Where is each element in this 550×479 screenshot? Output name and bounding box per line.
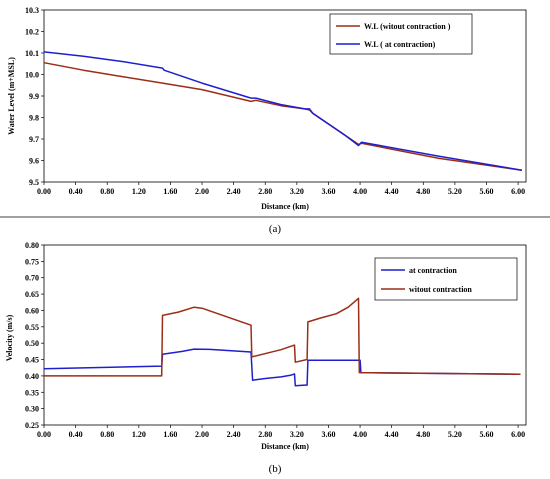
x-tick-label: 0.40 xyxy=(69,430,83,439)
legend-label-a-0: W.L (witout contraction ) xyxy=(364,22,451,31)
x-tick-label: 5.60 xyxy=(479,187,493,196)
series-line-b-0 xyxy=(43,348,521,387)
legend-b: at contraction witout contraction xyxy=(374,257,518,301)
x-tick-label: 0.00 xyxy=(37,187,51,196)
y-tick-label: 0.60 xyxy=(25,306,39,315)
y-tick-label: 9.9 xyxy=(29,92,39,101)
x-tick-label: 5.20 xyxy=(448,187,462,196)
caption-a: (a) xyxy=(269,223,282,235)
y-tick-label: 9.5 xyxy=(29,178,39,187)
y-tick-label: 0.35 xyxy=(25,388,39,397)
y-tick-label: 0.50 xyxy=(25,339,39,348)
x-tick-label: 2.40 xyxy=(227,187,241,196)
y-tick-label: 9.6 xyxy=(29,157,39,166)
x-tick-label: 4.40 xyxy=(385,430,399,439)
x-tick-label: 5.20 xyxy=(448,430,462,439)
y-tick-label: 0.40 xyxy=(25,372,39,381)
y-axis-label-a: Water Level (m+MSL) xyxy=(7,57,16,135)
x-tick-label: 1.60 xyxy=(163,430,177,439)
x-tick-label: 4.80 xyxy=(416,430,430,439)
x-tick-label: 6.00 xyxy=(511,187,525,196)
x-tick-label: 4.40 xyxy=(385,187,399,196)
x-tick-label: 0.00 xyxy=(37,430,51,439)
legend-label-b-1: witout contraction xyxy=(409,285,472,294)
y-axis-label-b: Velocity (m/s) xyxy=(5,314,14,361)
x-tick-label: 1.20 xyxy=(132,430,146,439)
y-tick-label: 0.65 xyxy=(25,290,39,299)
legend-label-a-1: W.L ( at contraction) xyxy=(364,40,436,49)
y-tick-label: 10.1 xyxy=(25,49,39,58)
x-tick-label: 1.20 xyxy=(132,187,146,196)
x-tick-label: 6.00 xyxy=(511,430,525,439)
x-tick-label: 0.80 xyxy=(100,187,114,196)
y-tick-label: 9.7 xyxy=(29,135,39,144)
y-tick-label: 10.2 xyxy=(25,28,39,37)
x-tick-label: 3.20 xyxy=(290,430,304,439)
x-tick-label: 0.40 xyxy=(69,187,83,196)
y-tick-label: 10.0 xyxy=(25,71,39,80)
y-tick-label: 0.70 xyxy=(25,274,39,283)
x-tick-label: 3.60 xyxy=(321,430,335,439)
y-tick-label: 0.30 xyxy=(25,405,39,414)
y-tick-label: 0.25 xyxy=(25,421,39,430)
legend-label-b-0: at contraction xyxy=(409,266,457,275)
x-tick-label: 5.60 xyxy=(479,430,493,439)
x-tick-label: 3.20 xyxy=(290,187,304,196)
x-tick-label: 3.60 xyxy=(321,187,335,196)
velocity-chart: 0.25 0.30 0.35 0.40 0.45 0.50 0.55 0.60 0.65 0.70… xyxy=(5,241,527,451)
x-axis-label-a: Distance (km) xyxy=(261,202,309,211)
y-tick-label: 0.55 xyxy=(25,323,39,332)
x-tick-label: 0.80 xyxy=(100,430,114,439)
y-tick-label: 0.80 xyxy=(25,241,39,250)
x-tick-label: 4.00 xyxy=(353,430,367,439)
x-tick-label: 2.00 xyxy=(195,430,209,439)
legend-box-b xyxy=(374,257,518,301)
series-line-a-1 xyxy=(43,51,523,171)
y-tick-label: 10.3 xyxy=(25,6,39,15)
y-tick-label: 0.45 xyxy=(25,356,39,365)
x-tick-label: 2.80 xyxy=(258,187,272,196)
legend-a: W.L (witout contraction ) W.L ( at contr… xyxy=(329,13,473,55)
x-tick-label: 2.40 xyxy=(227,430,241,439)
series-line-b-1 xyxy=(44,297,521,377)
x-tick-label: 4.00 xyxy=(353,187,367,196)
y-tick-label: 0.75 xyxy=(25,257,39,266)
water-level-chart: 9.5 9.6 9.7 9.8 9.9 10.0 10.1 10.2 10.3 0.00 0.40… xyxy=(7,6,527,211)
caption-b: (b) xyxy=(269,463,282,475)
x-tick-label: 2.00 xyxy=(195,187,209,196)
legend-box-a xyxy=(329,13,473,55)
x-tick-label: 1.60 xyxy=(163,187,177,196)
x-tick-label: 2.80 xyxy=(258,430,272,439)
y-tick-label: 9.8 xyxy=(29,114,39,123)
x-axis-label-b: Distance (km) xyxy=(261,442,309,451)
x-tick-label: 4.80 xyxy=(416,187,430,196)
